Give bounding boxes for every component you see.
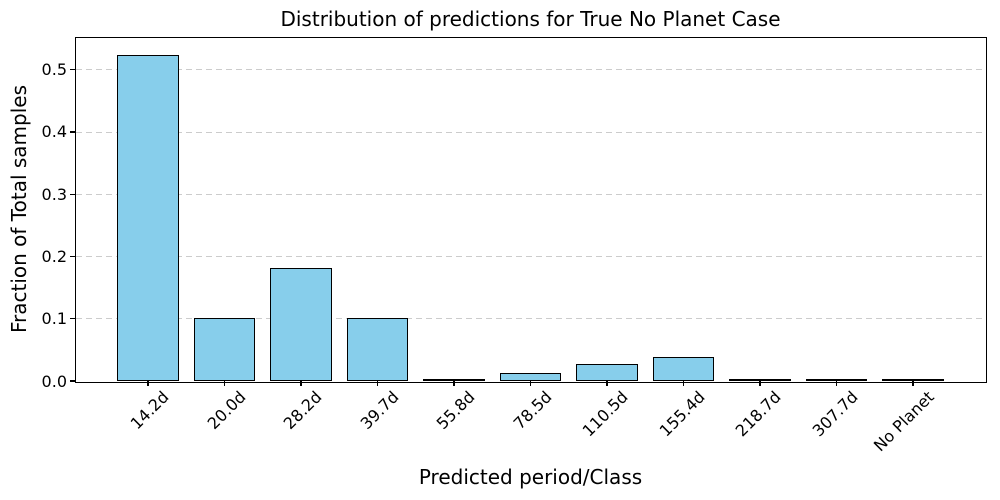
x-tick-mark	[835, 381, 838, 386]
chart-title: Distribution of predictions for True No …	[280, 7, 781, 31]
x-tick-mark	[759, 381, 761, 386]
y-gridline	[76, 256, 985, 257]
y-tick-label: 0.4	[41, 122, 67, 142]
plot-area: 0.0 0.1 0.2 0.3 0.4 0.5 14.2d 20.0d 28.2d 39.7d 55…	[42, 36, 987, 455]
bar	[652, 357, 715, 381]
y-gridline	[76, 318, 985, 320]
x-tick-label: 20.0d	[203, 387, 250, 434]
bar	[729, 379, 791, 381]
bar	[423, 379, 485, 381]
y-tick-label: 0.1	[41, 309, 67, 329]
y-tick-mark	[69, 318, 75, 320]
x-tick-label: 55.8d	[432, 387, 479, 434]
y-gridline	[76, 69, 985, 71]
y-gridline	[76, 193, 985, 195]
y-tick-mark	[69, 69, 75, 71]
x-tick-mark	[147, 381, 149, 386]
x-tick-label: 110.5d	[578, 387, 632, 441]
y-tick-label: 0.3	[41, 184, 67, 204]
bar	[499, 372, 562, 381]
y-gridline	[76, 131, 985, 133]
bar	[576, 363, 638, 381]
bar	[193, 317, 256, 381]
x-axis-label: Predicted period/Class	[418, 465, 643, 489]
x-tick-label: 155.4d	[655, 387, 709, 441]
bar	[805, 379, 868, 381]
y-tick-mark	[69, 193, 75, 195]
x-tick-mark	[223, 381, 226, 386]
x-tick-mark	[453, 381, 455, 386]
bar	[117, 54, 179, 381]
x-tick-label: 39.7d	[356, 387, 403, 434]
y-axis-label: Fraction of Total samples	[7, 84, 31, 334]
x-tick-mark	[682, 381, 685, 386]
x-tick-mark	[300, 381, 302, 386]
x-tick-mark	[912, 381, 914, 386]
bar	[270, 268, 332, 381]
y-tick-mark	[69, 380, 75, 382]
bar	[346, 317, 409, 381]
y-tick-label: 0.0	[41, 371, 67, 391]
x-tick-label: 28.2d	[279, 387, 326, 434]
y-tick-label: 0.5	[41, 60, 67, 80]
x-tick-mark	[529, 381, 532, 386]
x-tick-mark	[376, 381, 379, 386]
x-tick-label: 14.2d	[126, 387, 173, 434]
x-tick-mark	[606, 381, 608, 386]
y-tick-label: 0.2	[41, 246, 67, 266]
y-tick-mark	[69, 131, 75, 133]
y-tick-mark	[69, 255, 75, 258]
x-tick-label: 218.7d	[731, 387, 785, 441]
x-tick-label: 78.5d	[509, 387, 556, 434]
bar	[882, 379, 944, 381]
x-tick-label: No Planet	[869, 387, 938, 456]
x-tick-label: 307.7d	[808, 387, 862, 441]
